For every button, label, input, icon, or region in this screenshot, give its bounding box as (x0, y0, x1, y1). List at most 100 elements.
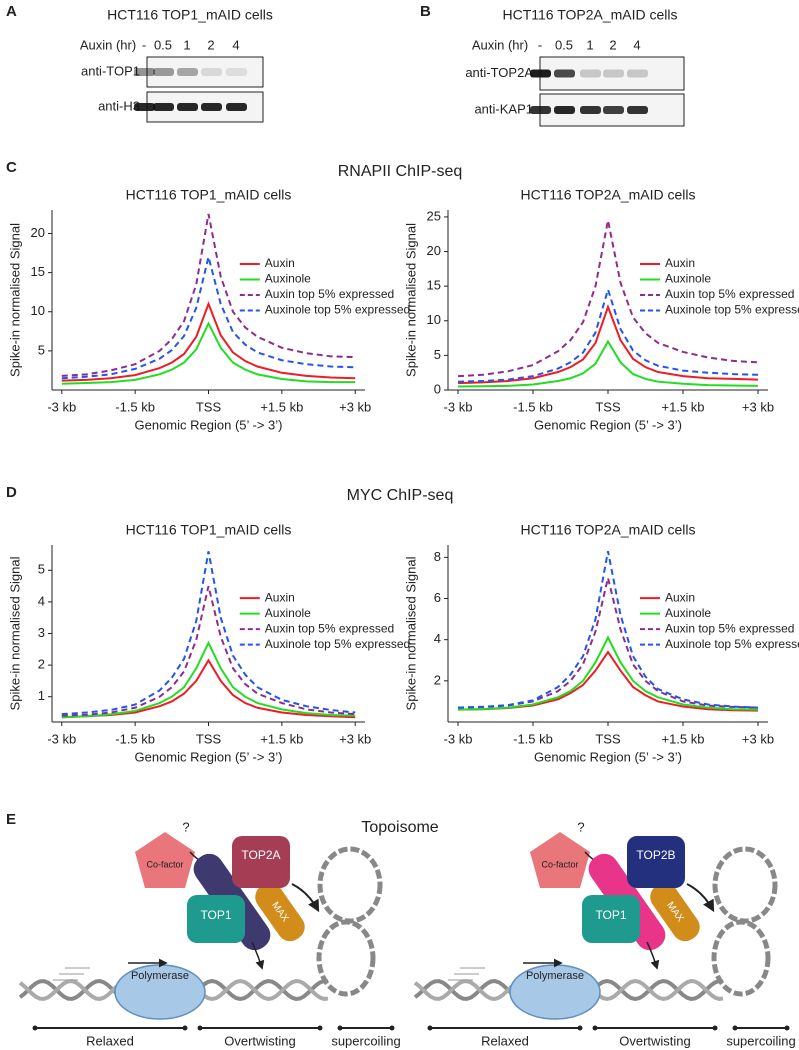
row-label: anti-KAP1 (474, 101, 533, 116)
region-end (732, 1025, 738, 1031)
band (627, 106, 648, 114)
panel-label: B (420, 3, 431, 20)
series-line (61, 213, 356, 377)
band (554, 69, 575, 78)
x-axis-label: Genomic Region (5’ -> 3’) (534, 749, 682, 764)
x-tick-label: TSS (196, 399, 222, 414)
region-end (427, 1025, 433, 1031)
band (153, 68, 174, 76)
y-tick-label: 0 (434, 381, 441, 396)
x-tick-label: +3 kb (742, 399, 774, 414)
x-tick-label: +3 kb (339, 731, 371, 746)
max-shape (255, 882, 305, 942)
lane-label: - (538, 37, 542, 52)
region-end (389, 1025, 395, 1031)
panel-label: E (6, 811, 16, 828)
legend-label: Auxinole top 5% expressed (265, 637, 410, 651)
chart-title: HCT116 TOP2A_mAID cells (520, 187, 695, 203)
x-axis-label: Genomic Region (5’ -> 3’) (135, 417, 283, 432)
supercoil (712, 846, 778, 924)
lane-label: 1 (586, 37, 593, 52)
series-line (457, 303, 759, 385)
legend-label: Auxin (665, 590, 695, 604)
question-mark: ? (577, 819, 584, 834)
x-tick-label: -1.5 kb (115, 399, 155, 414)
x-tick-label: -3 kb (444, 731, 473, 746)
lane-label: - (142, 37, 146, 52)
lane-header: Auxin (hr) (472, 37, 528, 52)
row-label: anti-TOP1 (81, 63, 140, 78)
legend-label: Auxinole top 5% expressed (265, 303, 410, 317)
region-end (32, 1025, 38, 1031)
cofactor-shape (530, 832, 590, 888)
y-tick-label: 1 (38, 688, 45, 703)
arrow (646, 941, 660, 970)
region-label: supercoiling (331, 1033, 400, 1048)
legend-label: Auxin top 5% expressed (665, 287, 794, 301)
x-tick-label: +3 kb (742, 731, 774, 746)
lane-label: 4 (232, 37, 239, 52)
max-group: MAX (255, 882, 305, 942)
x-axis-label: Genomic Region (5’ -> 3’) (135, 749, 283, 764)
panel-label: C (6, 159, 17, 176)
region-end (182, 1025, 188, 1031)
series-line (61, 256, 356, 380)
blot-title: HCT116 TOP1_mAID cells (107, 7, 273, 23)
region-end (592, 1025, 598, 1031)
y-tick-label: 20 (31, 225, 45, 240)
blot-title: HCT116 TOP2A_mAID cells (502, 7, 677, 23)
y-tick-label: 5 (38, 562, 45, 577)
y-tick-label: 4 (38, 593, 45, 608)
y-tick-label: 8 (434, 549, 441, 564)
y-tick-label: 5 (38, 342, 45, 357)
band (134, 103, 155, 111)
top2-shape (627, 836, 685, 888)
band (580, 106, 601, 114)
y-tick-label: 4 (434, 631, 441, 646)
x-tick-label: +1.5 kb (260, 731, 303, 746)
section-title: RNAPII ChIP-seq (338, 163, 462, 180)
region-end (712, 1025, 718, 1031)
legend-label: Auxinole (665, 606, 711, 620)
x-tick-label: -1.5 kb (513, 731, 553, 746)
x-tick-label: +3 kb (339, 399, 371, 414)
panel-label: A (6, 3, 17, 20)
legend-label: Auxin top 5% expressed (265, 287, 394, 301)
arrow (686, 883, 715, 913)
band (580, 69, 601, 78)
legend-label: Auxinole top 5% expressed (665, 637, 799, 651)
legend-label: Auxin (265, 256, 295, 270)
arrow (251, 941, 265, 970)
cofactor-shape (135, 832, 195, 888)
band (201, 103, 222, 111)
region-label: Relaxed (481, 1033, 529, 1048)
polymerase-label: Polymerase (526, 970, 584, 982)
y-tick-label: 10 (31, 303, 45, 318)
series-line (61, 551, 356, 716)
band (153, 103, 174, 111)
top1-label: TOP1 (200, 908, 231, 922)
top1-shape (582, 895, 640, 943)
section-title: MYC ChIP-seq (347, 487, 454, 504)
band (134, 68, 155, 76)
legend-label: Auxinole (665, 272, 711, 286)
y-tick-label: 2 (38, 657, 45, 672)
lane-label: 0.5 (555, 37, 573, 52)
legend-label: Auxin top 5% expressed (265, 621, 394, 635)
top2-label: TOP2B (636, 848, 675, 862)
x-tick-label: -3 kb (47, 399, 76, 414)
y-axis-label: Spike-in normalised Signal (7, 223, 22, 377)
x-tick-label: TSS (595, 399, 621, 414)
y-axis-label: Spike-in normalised Signal (403, 223, 418, 377)
y-axis-label: Spike-in normalised Signal (7, 556, 22, 710)
chart-title: HCT116 TOP1_mAID cells (126, 187, 292, 203)
lane-header: Auxin (hr) (80, 37, 136, 52)
band (226, 103, 247, 111)
y-tick-label: 2 (434, 672, 441, 687)
top2-label: TOP2A (241, 848, 280, 862)
region-end (784, 1025, 790, 1031)
diagram-title: Topoisome (361, 819, 438, 836)
band (201, 68, 222, 76)
series-line (61, 321, 356, 385)
